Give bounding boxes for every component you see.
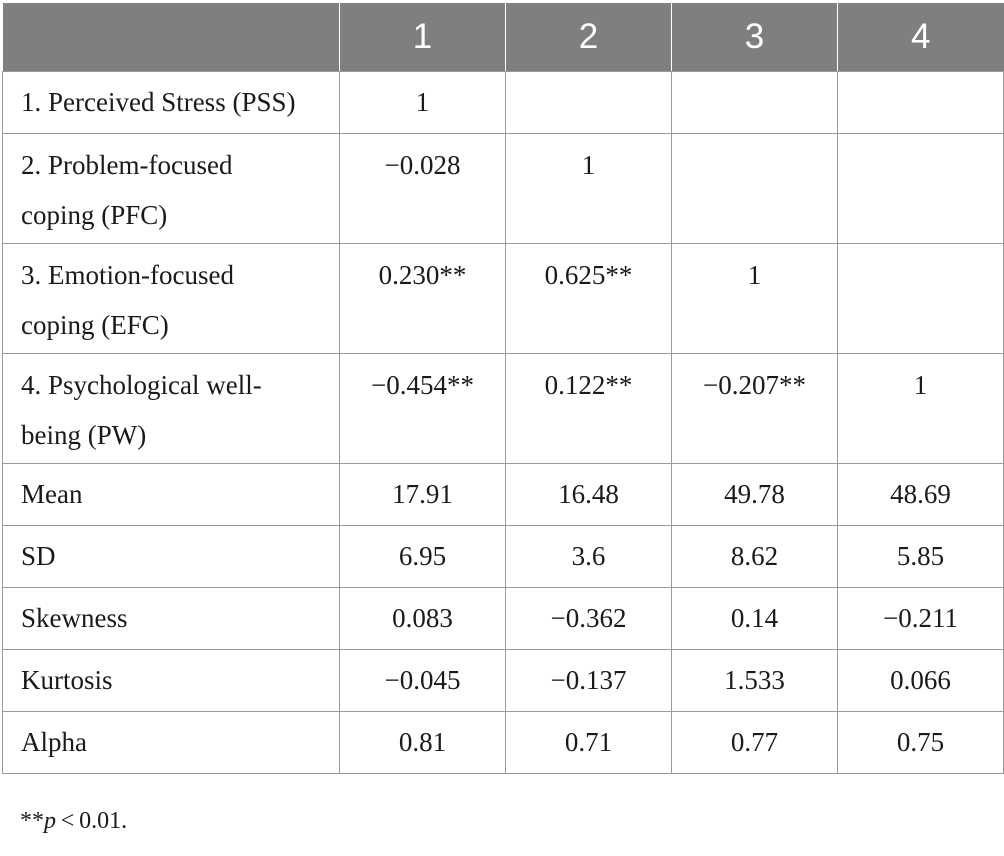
table-row: Alpha 0.81 0.71 0.77 0.75 [2, 711, 1004, 774]
table-cell: 0.122** [505, 353, 672, 464]
row-label: 3. Emotion-focused coping (EFC) [2, 243, 340, 354]
table-cell: 1 [339, 71, 506, 134]
footnote-stars: ** [20, 808, 44, 834]
row-label: Skewness [2, 587, 340, 650]
header-cell-3: 3 [671, 3, 838, 72]
table-cell: −0.362 [505, 587, 672, 650]
table-cell: 0.71 [505, 711, 672, 774]
row-label: 4. Psychological well-being (PW) [2, 353, 340, 464]
table-cell: 16.48 [505, 463, 672, 526]
table-cell: −0.454** [339, 353, 506, 464]
table-cell: −0.045 [339, 649, 506, 712]
table-cell [837, 243, 1004, 354]
row-label: Mean [2, 463, 340, 526]
table-cell: 0.625** [505, 243, 672, 354]
table-cell: 17.91 [339, 463, 506, 526]
footnote-p: p [44, 808, 56, 834]
header-cell-empty [2, 3, 340, 72]
table-cell: 0.81 [339, 711, 506, 774]
table-cell [505, 71, 672, 134]
table-cell: 0.083 [339, 587, 506, 650]
table-row: 2. Problem-focused coping (PFC) −0.028 1 [2, 133, 1004, 244]
table-cell: 1.533 [671, 649, 838, 712]
table-footnote: **p < 0.01. [20, 808, 127, 835]
table-cell: 0.14 [671, 587, 838, 650]
row-label-line1: 3. Emotion-focused [21, 260, 234, 290]
header-cell-2: 2 [505, 3, 672, 72]
table-cell: 0.066 [837, 649, 1004, 712]
table-cell: −0.211 [837, 587, 1004, 650]
row-label-line1: 4. Psychological well- [21, 370, 262, 400]
table-row: Kurtosis −0.045 −0.137 1.533 0.066 [2, 649, 1004, 712]
row-label: 1. Perceived Stress (PSS) [2, 71, 340, 134]
table-row: SD 6.95 3.6 8.62 5.85 [2, 525, 1004, 588]
table-cell: 6.95 [339, 525, 506, 588]
table-cell [671, 133, 838, 244]
table-cell [671, 71, 838, 134]
footnote-rest: < 0.01. [56, 808, 128, 834]
row-label: Kurtosis [2, 649, 340, 712]
table-cell: −0.028 [339, 133, 506, 244]
table-cell [837, 133, 1004, 244]
table-cell: 0.77 [671, 711, 838, 774]
table-row: 3. Emotion-focused coping (EFC) 0.230** 0… [2, 243, 1004, 354]
table-row: 1. Perceived Stress (PSS) 1 [2, 71, 1004, 134]
row-label-line2: coping (PFC) [21, 200, 168, 230]
table-cell: −0.207** [671, 353, 838, 464]
table-cell: 1 [505, 133, 672, 244]
header-row: 1 2 3 4 [2, 3, 1004, 72]
table-cell: 8.62 [671, 525, 838, 588]
table-cell: 0.75 [837, 711, 1004, 774]
table-cell: 49.78 [671, 463, 838, 526]
table-cell: 48.69 [837, 463, 1004, 526]
row-label-line2: coping (EFC) [21, 310, 169, 340]
table-cell: 0.230** [339, 243, 506, 354]
header-cell-4: 4 [837, 3, 1004, 72]
table-cell: 5.85 [837, 525, 1004, 588]
correlation-table: 1 2 3 4 1. Perceived Stress (PSS) 1 2. P… [2, 3, 1004, 774]
table-cell [837, 71, 1004, 134]
row-label: SD [2, 525, 340, 588]
table-row: 4. Psychological well-being (PW) −0.454*… [2, 353, 1004, 464]
row-label: 2. Problem-focused coping (PFC) [2, 133, 340, 244]
row-label-line1: 2. Problem-focused [21, 150, 233, 180]
table-cell: 3.6 [505, 525, 672, 588]
table-cell: 1 [671, 243, 838, 354]
row-label: Alpha [2, 711, 340, 774]
row-label-line2: being (PW) [21, 420, 147, 450]
table-cell: −0.137 [505, 649, 672, 712]
header-cell-1: 1 [339, 3, 506, 72]
table-row: Mean 17.91 16.48 49.78 48.69 [2, 463, 1004, 526]
table-row: Skewness 0.083 −0.362 0.14 −0.211 [2, 587, 1004, 650]
table-cell: 1 [837, 353, 1004, 464]
